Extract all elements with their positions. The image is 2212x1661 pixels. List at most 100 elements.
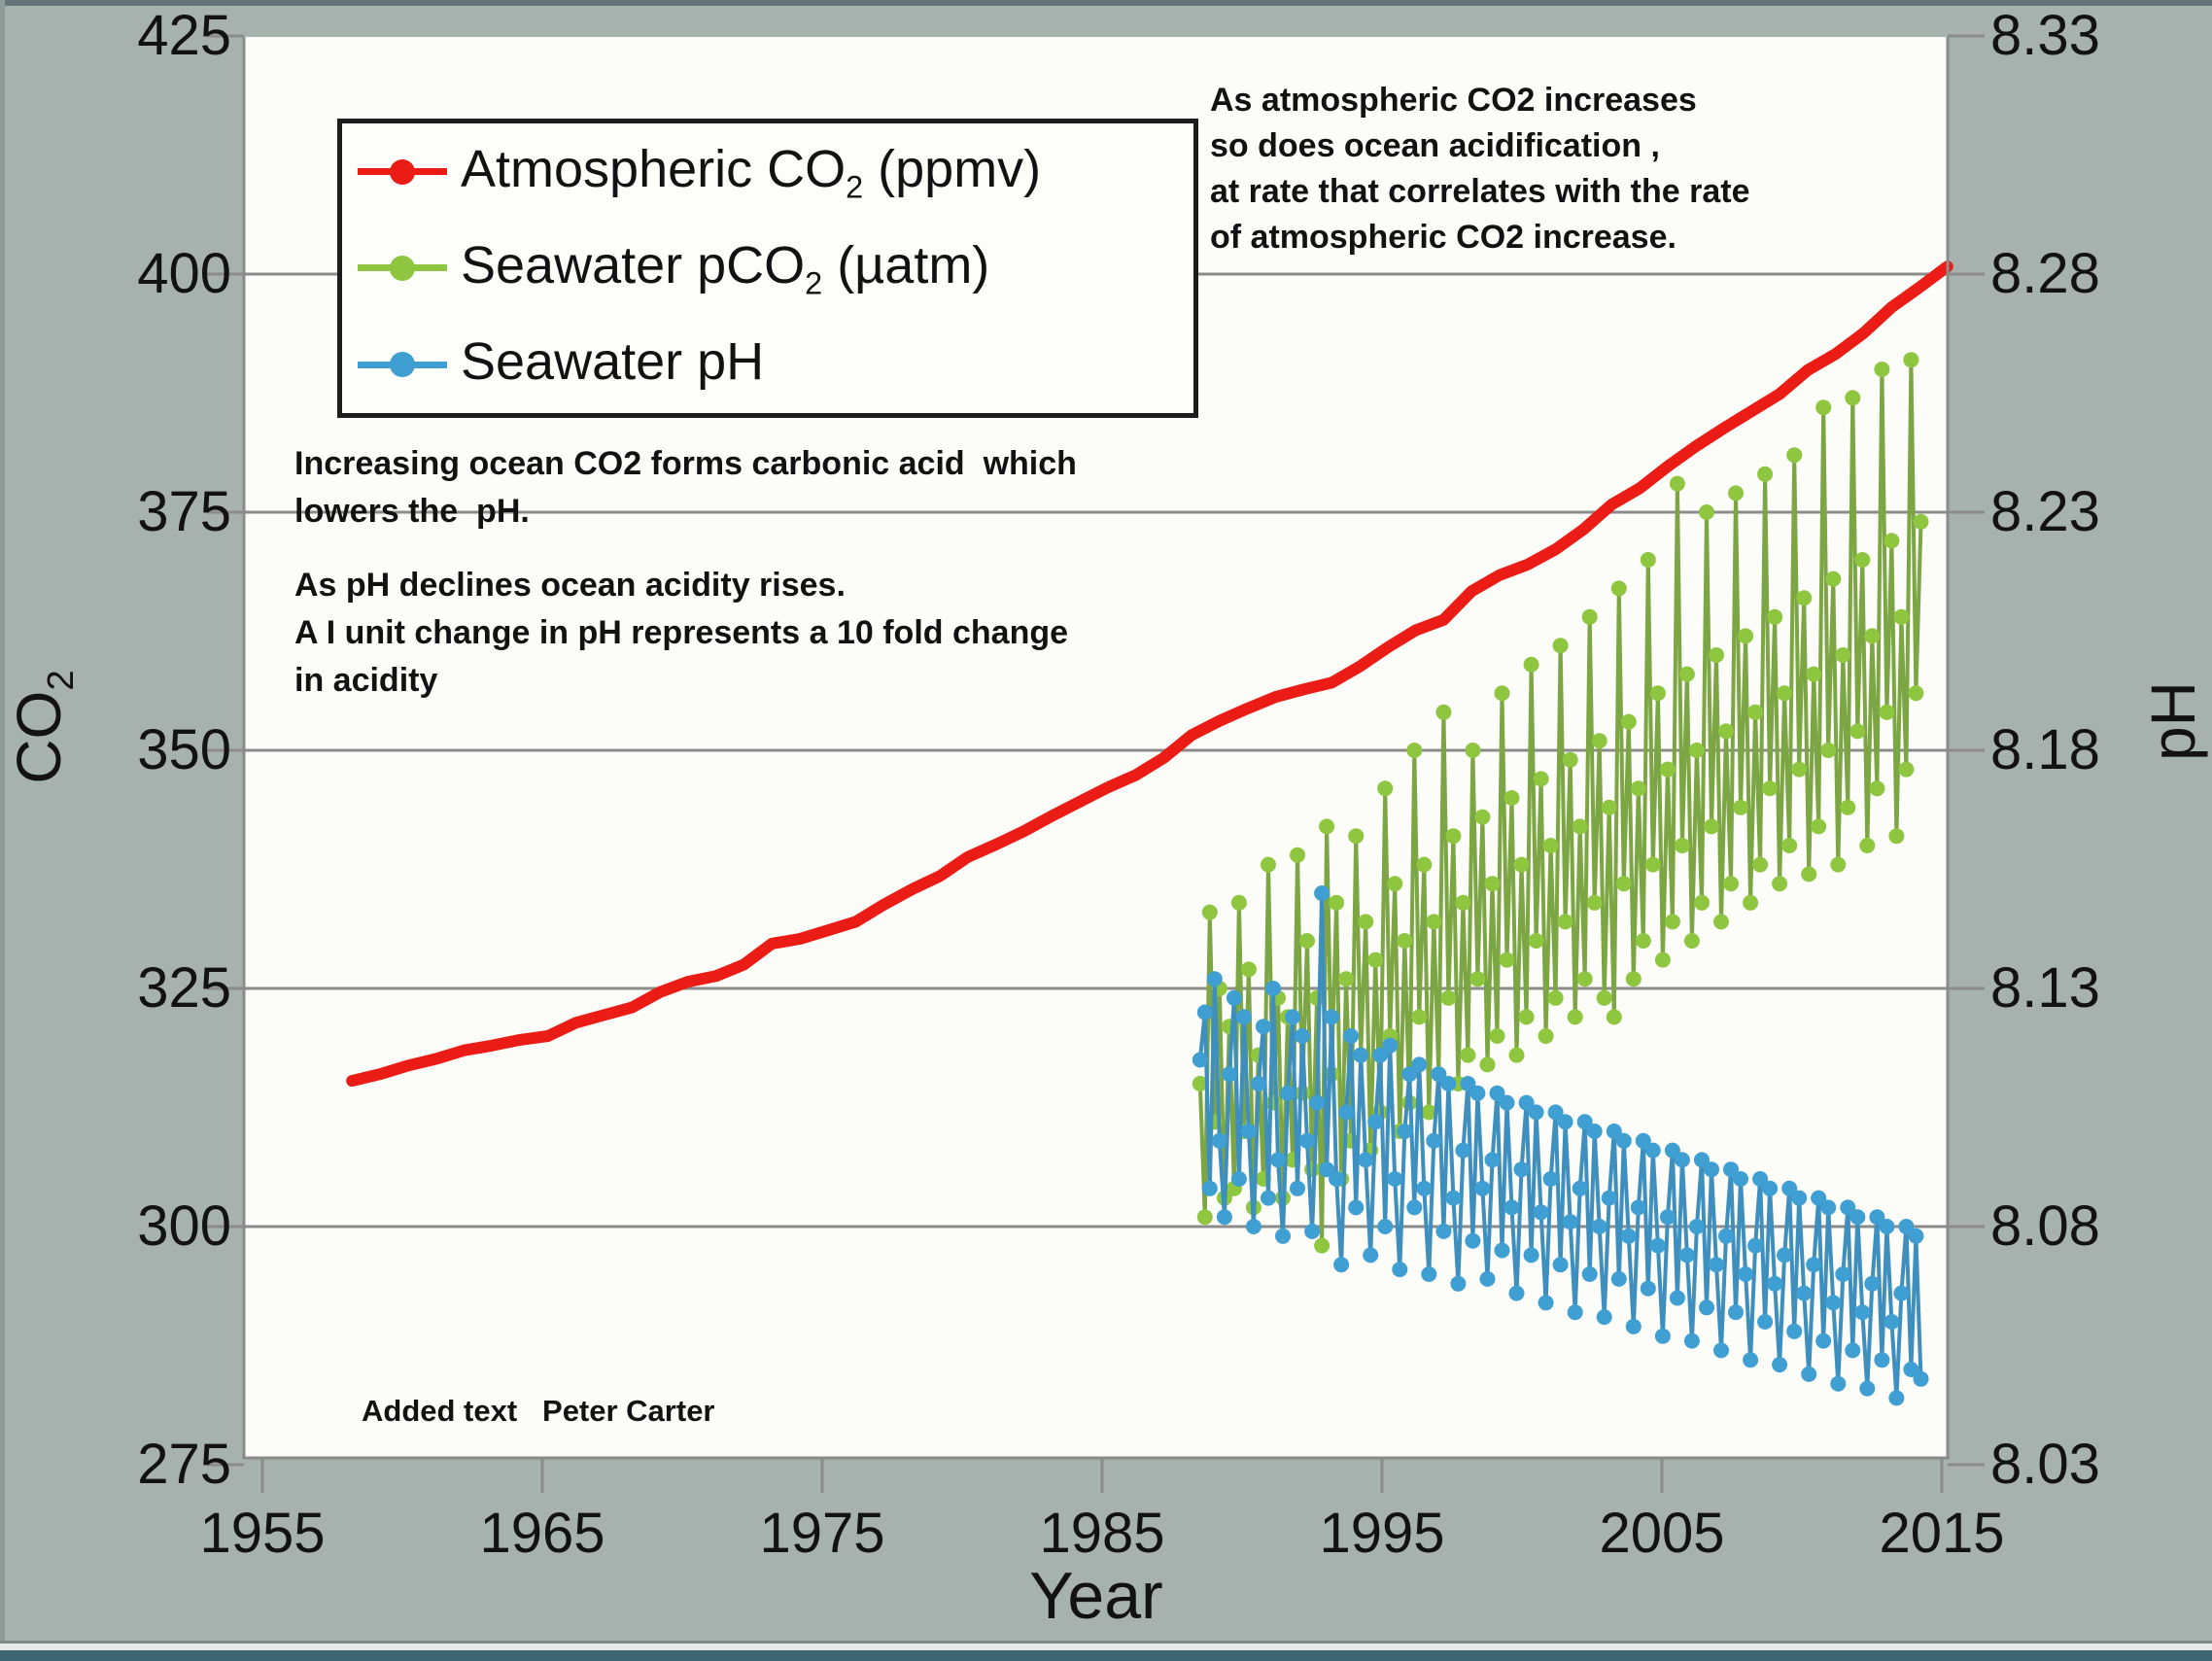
- legend-label-units: (ppmv): [863, 139, 1042, 198]
- series-marker: [1610, 580, 1627, 597]
- series-marker: [1474, 809, 1491, 825]
- series-marker: [1596, 989, 1612, 1006]
- series-marker: [1884, 1314, 1900, 1330]
- legend-marker-seawater-ph-icon: [358, 352, 447, 378]
- series-marker: [1421, 1266, 1437, 1282]
- series-marker: [1728, 1304, 1744, 1321]
- series-marker: [1581, 1266, 1598, 1282]
- series-marker: [1230, 1171, 1247, 1187]
- series-marker: [1562, 1214, 1578, 1230]
- x-axis-title-year: Year: [1029, 1559, 1163, 1633]
- series-marker: [1913, 1370, 1929, 1387]
- annotation-line: so does ocean acidification ,: [1210, 127, 1660, 164]
- series-marker: [1426, 914, 1442, 930]
- series-marker: [1552, 1257, 1569, 1273]
- series-marker: [1372, 1047, 1389, 1063]
- series-marker: [1431, 1066, 1447, 1083]
- series-marker: [1840, 1199, 1856, 1216]
- frame-top-border: [0, 0, 2212, 6]
- series-marker: [1879, 1219, 1895, 1234]
- series-marker: [1416, 856, 1433, 873]
- series-marker: [1397, 933, 1413, 949]
- series-marker: [1440, 1076, 1457, 1091]
- series-marker: [1382, 1037, 1399, 1054]
- series-marker: [1494, 1242, 1510, 1259]
- series-marker: [1576, 971, 1593, 987]
- series-marker: [1353, 1047, 1369, 1063]
- series-marker: [1830, 1375, 1847, 1392]
- series-marker: [1533, 771, 1549, 787]
- series-marker: [1767, 608, 1783, 625]
- series-marker: [1757, 466, 1774, 482]
- y-axis-title-co2-subscript: 2: [40, 670, 83, 691]
- series-marker: [1620, 713, 1637, 730]
- annotation-acidification: As atmospheric CO2 increases so does oce…: [1210, 78, 1750, 260]
- series-marker: [1450, 1275, 1467, 1292]
- series-marker: [1704, 818, 1719, 835]
- series-marker: [1518, 1094, 1535, 1111]
- series-marker: [1723, 1161, 1739, 1178]
- series-marker: [1615, 876, 1632, 892]
- series-marker: [1557, 914, 1573, 930]
- series-marker: [1791, 761, 1808, 778]
- series-marker: [1314, 1237, 1331, 1254]
- series-marker: [1849, 723, 1866, 740]
- legend-item-seawater-ph: Seawater pH: [342, 331, 1193, 398]
- legend-label-text: Atmospheric CO: [461, 139, 847, 198]
- series-marker: [1806, 666, 1822, 682]
- series-marker: [1445, 1190, 1462, 1206]
- series-marker: [1324, 1009, 1340, 1025]
- frame-bottom-light-strip: [0, 1644, 2212, 1650]
- series-marker: [1733, 799, 1748, 815]
- series-marker: [1474, 1180, 1491, 1196]
- series-marker: [1713, 914, 1729, 930]
- legend-label-seawater-pco2: Seawater pCO2 (µatm): [461, 235, 989, 301]
- series-marker: [1903, 352, 1919, 368]
- series-marker: [1669, 475, 1685, 492]
- series-marker: [1338, 1104, 1355, 1121]
- annotation-ph-acidity: As pH declines ocean acidity rises. A I …: [294, 562, 1068, 705]
- annotation-line: Increasing ocean CO2 forms carbonic acid…: [294, 445, 1077, 482]
- series-marker: [1275, 1228, 1291, 1244]
- series-marker: [1377, 1219, 1394, 1234]
- y-right-tick-label: 8.03: [1990, 1433, 2100, 1496]
- series-marker: [1762, 780, 1779, 797]
- series-marker: [1547, 1104, 1564, 1121]
- series-marker: [1777, 1247, 1793, 1263]
- series-marker: [1538, 1295, 1554, 1311]
- series-marker: [1874, 362, 1890, 377]
- series-marker: [1664, 1142, 1680, 1159]
- series-marker: [1435, 704, 1452, 720]
- series-marker: [1830, 856, 1847, 873]
- series-marker: [1898, 1219, 1915, 1234]
- series-marker: [1542, 1171, 1559, 1187]
- y-left-tick-label: 375: [137, 480, 231, 543]
- series-marker: [1479, 1270, 1496, 1287]
- series-marker: [1479, 1056, 1496, 1073]
- series-marker: [1644, 856, 1661, 873]
- series-marker: [1767, 1275, 1783, 1292]
- series-marker: [1387, 1171, 1403, 1187]
- series-marker: [1845, 390, 1861, 406]
- series-marker: [1435, 1223, 1452, 1239]
- series-marker: [1659, 1209, 1676, 1226]
- series-marker: [1411, 1056, 1428, 1073]
- series-marker: [1261, 1190, 1276, 1206]
- series-marker: [1709, 647, 1724, 663]
- y-right-tick-label: 8.18: [1990, 718, 2100, 781]
- series-marker: [1835, 647, 1851, 663]
- series-marker: [1387, 876, 1403, 892]
- series-marker: [1572, 818, 1588, 835]
- series-marker: [1699, 1299, 1714, 1316]
- y-left-tick-label: 400: [137, 242, 231, 305]
- series-marker: [1465, 743, 1481, 758]
- series-marker: [1772, 876, 1788, 892]
- legend-label-subscript: 2: [805, 265, 823, 301]
- series-marker: [1664, 914, 1680, 930]
- series-marker: [1688, 743, 1705, 758]
- series-marker: [1421, 1104, 1437, 1121]
- series-marker: [1893, 608, 1910, 625]
- series-marker: [1659, 761, 1676, 778]
- series-marker: [1752, 856, 1769, 873]
- series-marker: [1825, 571, 1842, 587]
